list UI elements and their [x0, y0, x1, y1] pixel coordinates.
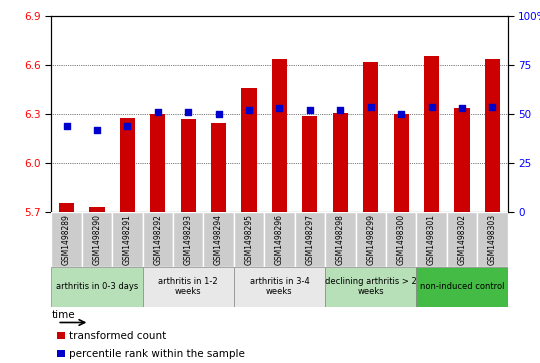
- Text: GSM1498301: GSM1498301: [427, 214, 436, 265]
- Bar: [355, 212, 386, 267]
- Point: [123, 123, 132, 129]
- Bar: [234, 212, 264, 267]
- Point: [306, 107, 314, 113]
- Text: GSM1498302: GSM1498302: [457, 214, 467, 265]
- Text: GSM1498303: GSM1498303: [488, 214, 497, 265]
- Bar: [180, 119, 196, 212]
- Bar: [82, 212, 112, 267]
- Point: [427, 103, 436, 109]
- Text: GSM1498298: GSM1498298: [336, 214, 345, 265]
- Text: GSM1498291: GSM1498291: [123, 214, 132, 265]
- Point: [397, 111, 406, 117]
- Bar: [89, 207, 105, 212]
- Bar: [424, 56, 439, 212]
- Bar: [143, 212, 173, 267]
- Point: [275, 106, 284, 111]
- Bar: [51, 267, 143, 307]
- Text: percentile rank within the sample: percentile rank within the sample: [69, 349, 245, 359]
- Bar: [302, 116, 318, 212]
- Text: GSM1498299: GSM1498299: [366, 214, 375, 265]
- Point: [62, 123, 71, 129]
- Point: [245, 107, 253, 113]
- Bar: [416, 267, 508, 307]
- Bar: [112, 212, 143, 267]
- Bar: [295, 212, 325, 267]
- Text: GSM1498292: GSM1498292: [153, 214, 162, 265]
- Text: time: time: [51, 310, 75, 321]
- Bar: [264, 212, 295, 267]
- Bar: [325, 267, 416, 307]
- Text: arthritis in 1-2
weeks: arthritis in 1-2 weeks: [158, 277, 218, 297]
- Bar: [386, 212, 416, 267]
- Bar: [416, 212, 447, 267]
- Bar: [234, 267, 325, 307]
- Bar: [51, 212, 82, 267]
- Point: [153, 110, 162, 115]
- Bar: [150, 114, 165, 212]
- Point: [366, 103, 375, 109]
- Text: declining arthritis > 2
weeks: declining arthritis > 2 weeks: [325, 277, 416, 297]
- Point: [214, 111, 223, 117]
- Text: GSM1498290: GSM1498290: [92, 214, 102, 265]
- Bar: [173, 212, 204, 267]
- Bar: [272, 59, 287, 212]
- Text: transformed count: transformed count: [69, 331, 166, 341]
- Point: [457, 106, 466, 111]
- Bar: [143, 267, 234, 307]
- Text: arthritis in 3-4
weeks: arthritis in 3-4 weeks: [249, 277, 309, 297]
- Point: [488, 103, 497, 109]
- Text: GSM1498289: GSM1498289: [62, 214, 71, 265]
- Text: GSM1498296: GSM1498296: [275, 214, 284, 265]
- Bar: [241, 88, 256, 212]
- Text: non-induced control: non-induced control: [420, 282, 504, 291]
- Text: arthritis in 0-3 days: arthritis in 0-3 days: [56, 282, 138, 291]
- Bar: [211, 123, 226, 212]
- Bar: [204, 212, 234, 267]
- Text: GSM1498294: GSM1498294: [214, 214, 223, 265]
- Point: [184, 110, 193, 115]
- Bar: [333, 113, 348, 212]
- Bar: [447, 212, 477, 267]
- Bar: [57, 350, 65, 357]
- Bar: [363, 62, 379, 212]
- Point: [93, 127, 102, 133]
- Bar: [454, 108, 470, 212]
- Bar: [57, 333, 65, 339]
- Text: GSM1498293: GSM1498293: [184, 214, 193, 265]
- Point: [336, 107, 345, 113]
- Bar: [59, 203, 74, 212]
- Text: GSM1498295: GSM1498295: [245, 214, 254, 265]
- Bar: [394, 114, 409, 212]
- Bar: [477, 212, 508, 267]
- Text: GSM1498300: GSM1498300: [396, 214, 406, 265]
- Bar: [120, 118, 135, 212]
- Bar: [325, 212, 355, 267]
- Text: GSM1498297: GSM1498297: [306, 214, 314, 265]
- Bar: [485, 59, 500, 212]
